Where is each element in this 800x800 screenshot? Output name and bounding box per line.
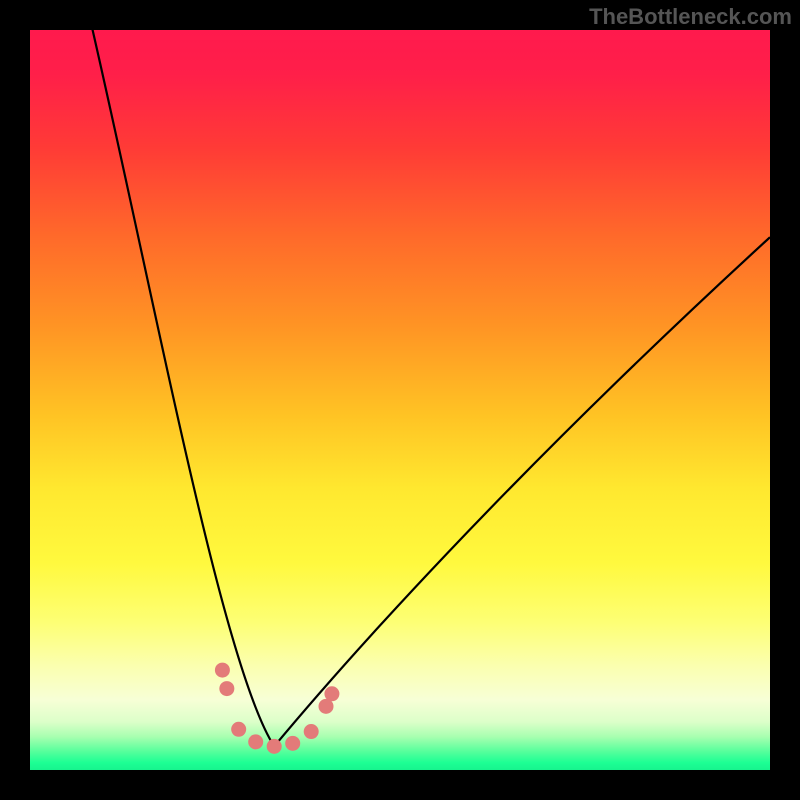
marker-dot bbox=[215, 663, 230, 678]
marker-dot bbox=[285, 736, 300, 751]
watermark-text: TheBottleneck.com bbox=[589, 4, 792, 30]
marker-dot bbox=[267, 739, 282, 754]
marker-dot bbox=[219, 681, 234, 696]
plot-background bbox=[30, 30, 770, 770]
marker-dot bbox=[304, 724, 319, 739]
marker-dot bbox=[231, 722, 246, 737]
chart-svg bbox=[0, 0, 800, 800]
marker-dot bbox=[324, 686, 339, 701]
marker-dot bbox=[248, 734, 263, 749]
bottleneck-chart: TheBottleneck.com bbox=[0, 0, 800, 800]
